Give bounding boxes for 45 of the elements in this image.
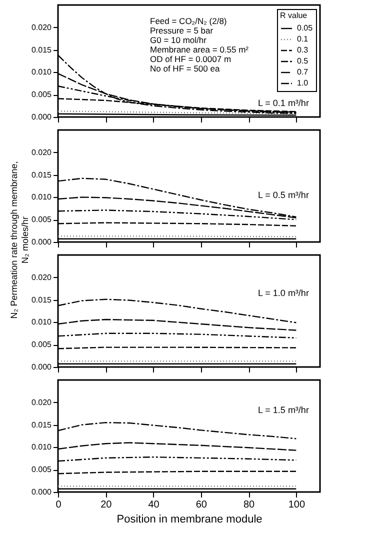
annotation: No of HF = 500 ea <box>150 64 220 74</box>
x-tick-label: 20 <box>100 500 112 510</box>
annotation: L = 1.0 m³/hr <box>258 288 309 298</box>
y-tick-label: 0.000 <box>31 362 52 372</box>
y-tick-label: 0.005 <box>31 215 52 224</box>
y-tick-label: 0.000 <box>31 112 52 122</box>
y-tick-label: 0.000 <box>31 238 52 246</box>
y-tick-label: 0.020 <box>31 272 52 282</box>
y-tick-label: 0.010 <box>31 68 52 77</box>
y-tick-label: 0.015 <box>31 420 52 430</box>
annotation: Membrane area = 0.55 m² <box>150 44 249 54</box>
annotation: OD of HF = 0.0007 m <box>150 54 232 64</box>
x-tick-label: 0 <box>56 500 62 510</box>
x-tick-label: 80 <box>243 500 256 510</box>
y-tick-label: 0.015 <box>31 170 52 180</box>
y-axis-title: N₂ Permeation rate through membrane, N₂ moles/hr <box>9 161 30 319</box>
legend-label: 0.05 <box>297 24 314 32</box>
y-tick-label: 0.015 <box>31 45 52 54</box>
y-tick-label: 0.020 <box>31 398 52 407</box>
legend-label: 0.1 <box>297 34 309 44</box>
y-tick-label: 0.010 <box>31 442 52 452</box>
y-tick-label: 0.005 <box>31 340 52 350</box>
y-tick-label: 0.000 <box>31 488 52 496</box>
annotation: L = 1.5 m³/hr <box>258 405 309 415</box>
y-tick-label: 0.020 <box>31 22 52 32</box>
x-tick-label: 100 <box>288 500 306 510</box>
legend-label: 0.7 <box>297 68 309 76</box>
y-tick-label: 0.010 <box>31 192 52 202</box>
legend-label: 0.3 <box>297 46 309 54</box>
y-tick-label: 0.020 <box>31 148 52 157</box>
legend-label: 1.0 <box>297 78 309 88</box>
y-tick-label: 0.005 <box>31 465 52 474</box>
annotation: G0 = 10 mol/hr <box>150 35 207 45</box>
x-axis-title: Position in membrane module <box>116 514 262 526</box>
y-tick-label: 0.015 <box>31 295 52 304</box>
legend-title: R value <box>280 11 308 20</box>
annotation: L = 0.5 m³/hr <box>258 190 309 200</box>
annotation: Pressure = 5 bar <box>150 26 214 36</box>
annotation: Feed = CO₂/N₂ (2/8) <box>150 16 227 26</box>
annotation: L = 0.1 m³/hr <box>258 98 309 108</box>
y-tick-label: 0.005 <box>31 90 52 100</box>
legend-label: 0.5 <box>297 56 309 66</box>
x-tick-label: 40 <box>148 500 160 510</box>
x-tick-label: 60 <box>196 500 208 510</box>
y-tick-label: 0.010 <box>31 318 52 327</box>
